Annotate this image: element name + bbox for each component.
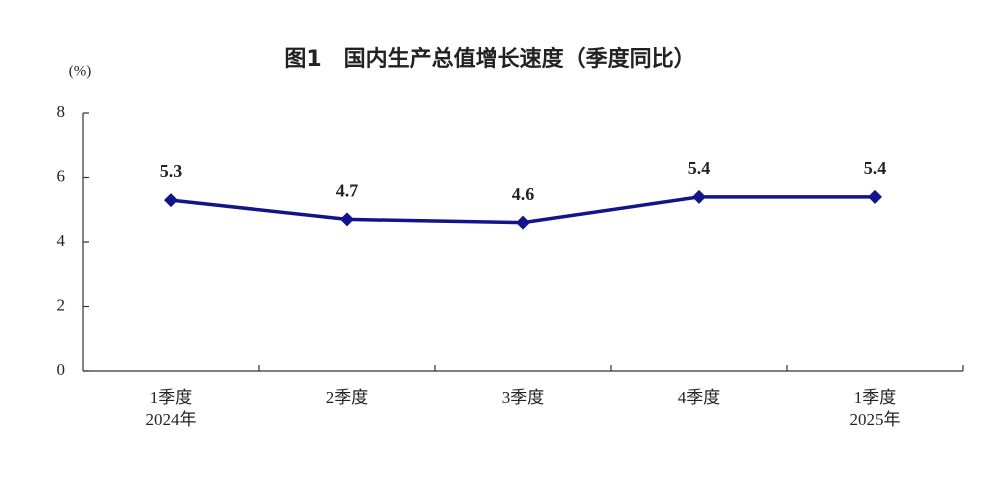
x-tick-label: 2季度 (326, 388, 369, 407)
y-tick-label: 0 (57, 360, 66, 379)
y-unit: (%) (69, 63, 92, 79)
value-label: 5.3 (160, 161, 183, 181)
y-tick-label: 8 (57, 102, 66, 121)
value-label: 5.4 (864, 158, 887, 178)
x-tick-label: 1季度 2025年 (850, 388, 901, 429)
y-tick-label: 2 (57, 295, 66, 314)
x-tick-label: 3季度 (502, 388, 545, 407)
marker (164, 193, 178, 208)
x-tick-label: 4季度 (678, 388, 721, 407)
chart-title: 图1 国内生产总值增长速度（季度同比） (284, 46, 695, 72)
value-label: 5.4 (688, 158, 711, 178)
value-label: 4.7 (336, 181, 359, 201)
value-label: 4.6 (512, 184, 535, 204)
y-tick-label: 6 (57, 166, 66, 185)
marker (516, 215, 530, 230)
marker (868, 189, 882, 204)
y-tick-label: 4 (57, 231, 66, 250)
marker (340, 212, 354, 227)
marker (692, 189, 706, 204)
x-tick-label: 1季度 2024年 (146, 388, 197, 429)
